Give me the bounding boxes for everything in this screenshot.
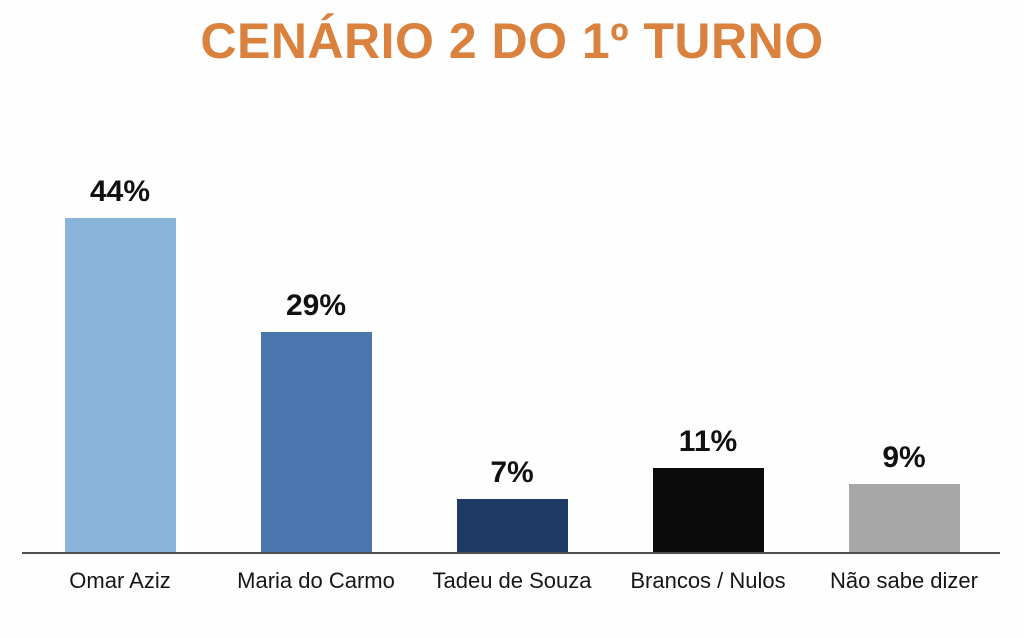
x-axis-line (22, 552, 1000, 554)
bar-column-omar-aziz: 44% (22, 175, 218, 552)
bar-chart: 44% 29% 7% 11% 9% Omar Aziz Maria do Carmo Tad… (0, 160, 1024, 594)
x-axis-label-n-o-sabe-dizer: Não sabe dizer (830, 568, 978, 593)
chart-title: CENÁRIO 2 DO 1º TURNO (200, 13, 824, 69)
x-axis-labels: Omar Aziz Maria do Carmo Tadeu de Souza Bra… (0, 554, 1024, 594)
bar-column-maria-do-carmo: 29% (218, 289, 414, 552)
bar-value-label: 11% (678, 425, 738, 458)
bar-value-label: 9% (882, 441, 926, 474)
bar-column-n-o-sabe-dizer: 9% (806, 441, 1002, 552)
bar-value-label: 29% (285, 289, 347, 322)
x-axis-label-brancos-nulos: Brancos / Nulos (630, 568, 786, 593)
x-axis-label-maria-do-carmo: Maria do Carmo (237, 568, 395, 593)
bar-column-tadeu-de-souza: 7% (414, 456, 610, 552)
x-axis-label-tadeu-de-souza: Tadeu de Souza (432, 568, 592, 593)
bar-value-label: 44% (89, 175, 151, 208)
x-axis-label-omar-aziz: Omar Aziz (69, 568, 171, 593)
bar-column-brancos-nulos: 11% (610, 425, 806, 552)
bar-tadeu-de-souza (456, 499, 568, 552)
bar-maria-do-carmo (260, 332, 372, 552)
plot-area: 44% 29% 7% 11% 9% (0, 160, 1024, 552)
bar-omar-aziz (64, 218, 176, 552)
bar-n-o-sabe-dizer (848, 484, 960, 552)
bar-brancos-nulos (652, 468, 764, 552)
bar-value-label: 7% (490, 456, 534, 489)
